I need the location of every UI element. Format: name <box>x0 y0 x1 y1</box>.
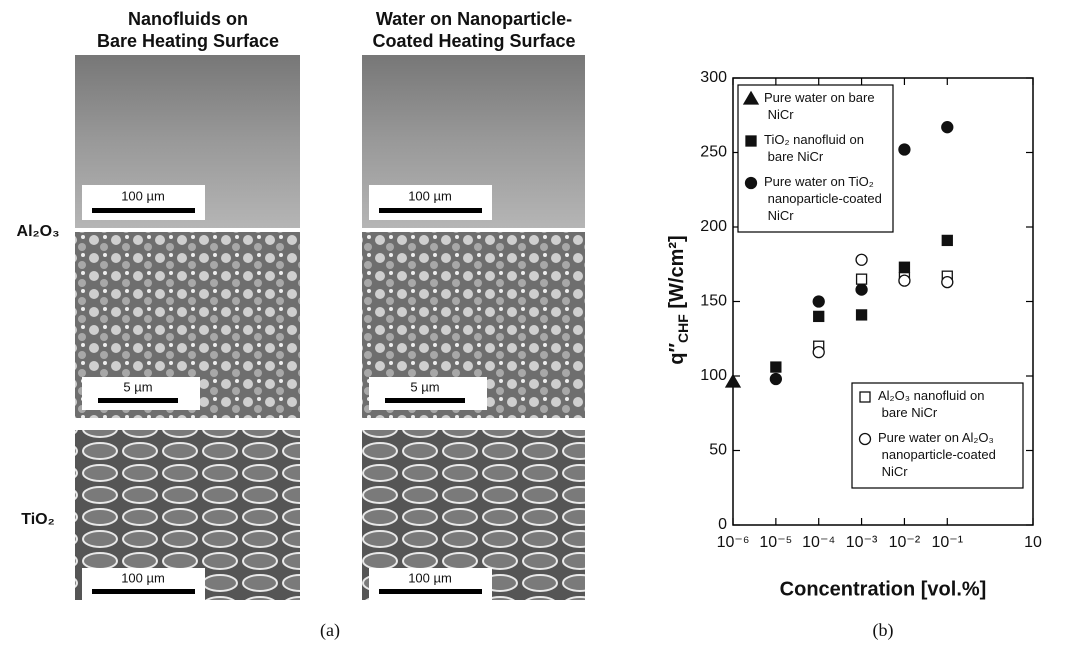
row-label: Al₂O₃ <box>17 223 60 240</box>
data-point <box>812 346 825 359</box>
legend-line: nanoparticle-coated <box>764 191 882 206</box>
legend-label: Pure water on Al₂O₃ nanoparticle-coated … <box>878 430 996 479</box>
legend-marker <box>742 90 760 105</box>
y-tick-label: 300 <box>700 69 727 86</box>
y-tick-label: 0 <box>718 516 727 533</box>
y-label-sub: CHF <box>675 314 691 343</box>
legend-box <box>737 84 894 233</box>
scale-bar: 100 µm <box>369 568 492 600</box>
x-tick-label: 10 <box>1024 534 1042 551</box>
y-axis-label: q″CHF [W/cm²] <box>666 235 690 364</box>
data-point <box>898 274 911 287</box>
legend-marker <box>745 135 757 147</box>
legend-line: bare NiCr <box>878 405 938 420</box>
data-point <box>770 361 782 373</box>
scale-label: 5 µm <box>410 379 439 394</box>
x-tick-label: 10⁻¹ <box>931 534 963 551</box>
legend-label: Pure water on bare NiCr <box>764 90 875 122</box>
data-point <box>941 121 954 134</box>
legend-label: Pure water on TiO₂ nanoparticle-coated N… <box>764 174 882 223</box>
legend-line: NiCr <box>764 208 794 223</box>
scale-label: 5 µm <box>123 379 152 394</box>
scale-label: 100 µm <box>408 570 452 585</box>
x-tick-label: 10⁻² <box>889 534 921 551</box>
data-point <box>812 295 825 308</box>
data-point <box>855 309 868 321</box>
x-tick-label: 10⁻⁶ <box>717 534 750 551</box>
row-label: TiO₂ <box>21 511 54 528</box>
data-point <box>855 253 868 266</box>
panel-a: Nanofluids on Bare Heating Surface Water… <box>17 9 585 641</box>
data-point <box>769 372 783 386</box>
legend-line: Pure water on TiO₂ <box>764 174 874 189</box>
data-point <box>898 261 911 273</box>
data-point <box>813 310 825 323</box>
scale-bar: 5 µm <box>369 377 487 410</box>
y-tick-label: 50 <box>709 442 727 459</box>
panel-caption: (b) <box>873 620 894 641</box>
x-tick-label: 10⁻⁴ <box>802 534 835 551</box>
x-axis-label: Concentration [vol.%] <box>780 578 987 600</box>
scale-bar: 5 µm <box>82 377 200 410</box>
legend-line: NiCr <box>764 107 794 122</box>
data-point <box>855 283 868 296</box>
legend-box <box>851 382 1024 489</box>
data-point <box>724 373 742 388</box>
data-point <box>941 275 954 289</box>
legend-line: Pure water on bare <box>764 90 875 105</box>
x-tick-label: 10⁻³ <box>846 534 878 551</box>
legend-marker <box>859 391 871 403</box>
legend-line: Pure water on Al₂O₃ <box>878 430 994 445</box>
data-point <box>898 143 911 156</box>
y-tick-label: 250 <box>700 144 727 161</box>
data-point <box>941 234 953 247</box>
y-tick-label: 200 <box>700 218 727 235</box>
data-point <box>855 273 868 285</box>
scale-bar: 100 µm <box>82 568 205 600</box>
column-header: Coated Heating Surface <box>372 31 575 51</box>
column-header: Bare Heating Surface <box>97 31 279 51</box>
scale-label: 100 µm <box>121 188 165 203</box>
legend-line: TiO₂ nanofluid on <box>764 132 864 147</box>
column-header: Water on Nanoparticle- <box>376 9 572 29</box>
y-tick-label: 150 <box>700 293 727 310</box>
scale-label: 100 µm <box>121 570 165 585</box>
chart: (b) Concentration [vol.%] q″CHF [W/cm²] … <box>666 69 1042 641</box>
panel-caption: (a) <box>320 620 340 641</box>
x-tick-label: 10⁻⁵ <box>759 534 792 551</box>
scale-bar: 100 µm <box>369 185 492 220</box>
legend-label: Al₂O₃ nanofluid on bare NiCr <box>878 388 984 420</box>
legend-line: NiCr <box>878 464 908 479</box>
y-tick-label: 100 <box>700 367 727 384</box>
legend-line: nanoparticle-coated <box>878 447 996 462</box>
legend-marker <box>744 176 758 190</box>
legend-line: Al₂O₃ nanofluid on <box>878 388 984 403</box>
legend-marker <box>858 432 872 446</box>
y-label-unit: [W/cm²] <box>666 235 688 314</box>
scale-label: 100 µm <box>408 188 452 203</box>
legend-line: bare NiCr <box>764 149 824 164</box>
column-header: Nanofluids on <box>128 9 248 29</box>
y-label-main: q″ <box>666 343 688 365</box>
legend-label: TiO₂ nanofluid on bare NiCr <box>764 132 864 164</box>
scale-bar: 100 µm <box>82 185 205 220</box>
